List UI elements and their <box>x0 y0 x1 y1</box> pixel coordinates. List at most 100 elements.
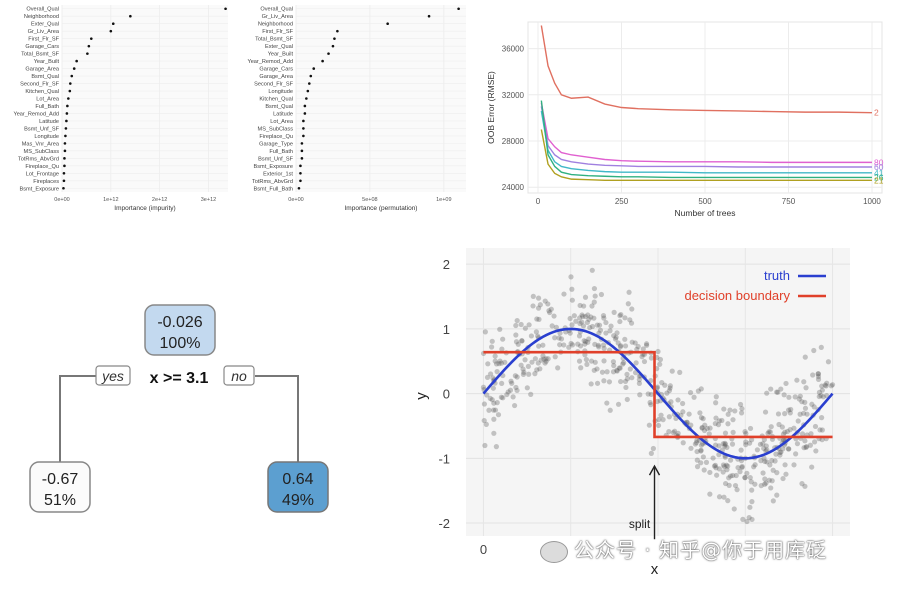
sine-data-point <box>556 335 562 341</box>
sine-data-point <box>686 411 692 417</box>
sine-data-point <box>714 472 720 478</box>
sine-data-point <box>716 494 723 500</box>
sine-data-point <box>494 369 500 375</box>
permutation-point <box>386 22 389 26</box>
sine-data-point <box>707 491 713 497</box>
sine-data-point <box>655 348 661 355</box>
sine-data-point <box>536 316 542 322</box>
oob-y-tick-label: 28000 <box>502 137 525 146</box>
oob-x-tick-label: 750 <box>782 197 796 206</box>
sine-data-point <box>515 341 521 347</box>
watermark: 公众号 · 知乎@你于用库砭 <box>540 534 900 564</box>
oob-series-label: 41 <box>874 168 884 178</box>
impurity-y-category-label: Fireplaces <box>33 179 59 185</box>
sine-data-point <box>769 458 775 464</box>
sine-data-point <box>802 399 808 405</box>
sine-data-point <box>824 380 830 386</box>
sine-data-point <box>509 380 515 386</box>
sine-data-point <box>695 388 701 394</box>
sine-data-point <box>512 373 518 379</box>
sine-data-point <box>540 353 546 359</box>
sine-data-point <box>680 409 686 415</box>
sine-y-tick-label: -1 <box>438 451 450 466</box>
sine-data-point <box>577 343 584 349</box>
permutation-point <box>308 82 311 85</box>
sine-data-point <box>535 295 542 301</box>
sine-data-point <box>825 359 832 365</box>
sine-data-point <box>582 294 589 300</box>
oob-series-line <box>540 129 872 181</box>
sine-data-point <box>716 418 722 424</box>
permutation-point <box>305 97 308 100</box>
sine-data-point <box>799 481 805 487</box>
sine-data-point <box>657 361 663 367</box>
sine-data-point <box>622 315 628 321</box>
sine-data-point <box>553 324 559 330</box>
sine-data-point <box>637 392 643 398</box>
decision-boundary-step <box>483 350 833 439</box>
impurity-x-tick-label: 0e+00 <box>54 197 69 203</box>
permutation-point <box>303 112 307 115</box>
sine-data-point <box>792 394 798 400</box>
sine-data-point <box>582 313 589 320</box>
sine-data-point <box>769 478 775 484</box>
sine-data-point <box>561 291 567 297</box>
sine-data-point <box>624 371 630 377</box>
sine-data-point <box>815 371 821 377</box>
sine-data-point <box>481 417 487 424</box>
sine-data-point <box>647 399 653 406</box>
sine-data-point <box>487 371 494 377</box>
sine-data-point <box>768 386 774 392</box>
sine-data-point <box>568 340 574 347</box>
legend-label: decision boundary <box>684 288 790 303</box>
sine-data-point <box>481 401 488 407</box>
permutation-point <box>327 52 330 55</box>
sine-data-point <box>490 385 496 391</box>
sine-data-point <box>768 424 774 430</box>
sine-data-point <box>617 318 623 325</box>
sine-data-point <box>514 374 520 380</box>
sine-data-point <box>483 421 489 427</box>
sine-data-point <box>749 516 755 523</box>
sine-data-point <box>583 356 589 363</box>
sine-data-point <box>786 446 792 452</box>
sine-data-point <box>614 368 620 374</box>
sine-data-point <box>490 375 496 381</box>
sine-data-point <box>615 401 622 407</box>
sine-data-point <box>802 354 808 360</box>
sine-data-point <box>622 336 628 342</box>
sine-data-point <box>703 459 710 465</box>
oob-series-label: 80 <box>874 157 884 167</box>
sine-data-point <box>666 414 672 420</box>
oob-series-line <box>540 100 872 179</box>
sine-data-point <box>754 447 760 453</box>
sine-data-point <box>774 470 780 476</box>
sine-data-point <box>810 372 816 378</box>
permutation-y-category-label: Garage_Type <box>259 141 293 147</box>
root-node-value: -0.026 <box>157 314 202 331</box>
sine-data-point <box>744 518 750 525</box>
sine-data-point <box>569 297 575 303</box>
sine-data-point <box>659 380 665 386</box>
oob-series-label: 21 <box>874 175 884 185</box>
sine-data-point <box>748 479 754 485</box>
permutation-point <box>336 29 339 33</box>
sine-data-point <box>735 464 741 471</box>
sine-data-point <box>603 330 609 336</box>
sine-data-point <box>599 369 606 375</box>
sine-data-point <box>484 392 490 398</box>
sine-data-point <box>498 360 505 366</box>
sine-data-point <box>692 441 698 447</box>
sine-data-point <box>491 400 497 406</box>
sine-data-point <box>796 396 802 402</box>
sine-data-point <box>589 267 595 273</box>
sine-data-point <box>628 320 635 326</box>
sine-data-point <box>561 342 567 348</box>
sine-data-point <box>558 336 565 342</box>
sine-data-point <box>495 412 502 418</box>
sine-data-point <box>711 463 718 469</box>
sine-data-point <box>624 376 630 382</box>
sine-data-point <box>739 464 745 471</box>
sine-data-point <box>555 365 561 371</box>
